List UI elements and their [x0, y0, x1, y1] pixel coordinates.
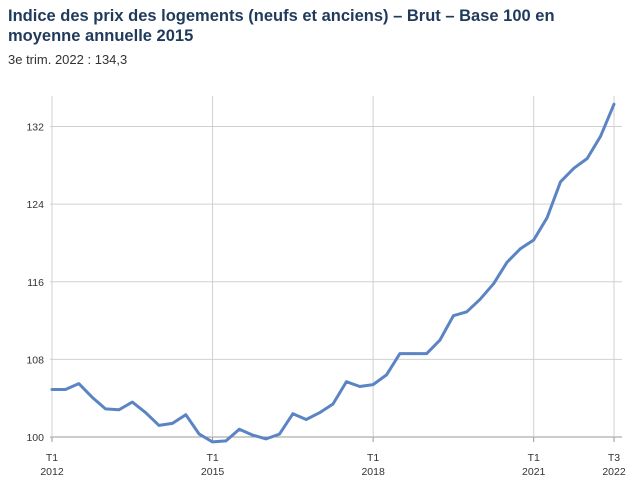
series-line-0 — [50, 102, 616, 444]
data-point — [278, 432, 281, 436]
data-point — [559, 180, 562, 184]
data-point — [197, 432, 201, 436]
data-point — [90, 396, 94, 399]
data-point — [318, 411, 321, 414]
data-point — [305, 418, 308, 421]
data-point — [345, 380, 348, 383]
tick-labels: 100 108 116 124 132 T1 2012 T1 2015 T1 2018 T1 2021 T… — [26, 122, 625, 479]
data-point — [438, 338, 442, 342]
x-tick-year-2018: 2018 — [361, 466, 385, 478]
data-point — [425, 352, 428, 355]
x-tick-quarter-2015: T1 — [206, 452, 218, 464]
x-tick-year-2012: 2012 — [40, 466, 64, 478]
y-tick-label-124: 124 — [26, 199, 44, 211]
data-point — [385, 373, 388, 377]
x-tick-year-2021: 2021 — [522, 466, 546, 478]
x-tick-year-2022: 2022 — [602, 466, 626, 478]
y-tick-label-116: 116 — [27, 277, 44, 289]
chart-title: Indice des prix des logements (neufs et … — [8, 7, 555, 45]
x-tick-quarter-2018: T1 — [367, 452, 379, 464]
data-point — [612, 102, 616, 106]
x-tick-quarter-2022: T3 — [608, 452, 620, 464]
data-point — [251, 433, 254, 437]
data-point — [184, 413, 188, 416]
data-point — [211, 440, 214, 444]
data-point — [398, 352, 402, 355]
data-point — [291, 412, 295, 415]
y-tick-label-132: 132 — [26, 122, 44, 134]
data-point — [238, 428, 241, 431]
data-point — [77, 382, 80, 385]
data-point — [157, 424, 161, 427]
data-point — [492, 282, 495, 285]
data-point — [171, 422, 174, 425]
data-point — [371, 383, 375, 386]
y-tick-label-100: 100 — [26, 432, 44, 444]
data-point — [144, 411, 147, 414]
grid — [50, 96, 622, 442]
data-point — [478, 298, 482, 301]
x-tick-quarter-2012: T1 — [46, 452, 58, 464]
data-point — [104, 407, 107, 411]
data-point — [452, 314, 455, 317]
data-point — [50, 388, 54, 391]
data-point — [572, 167, 576, 170]
x-tick-year-2015: 2015 — [201, 466, 225, 478]
data-point — [64, 388, 67, 391]
data-point — [358, 385, 361, 388]
chart-subtitle: 3e trim. 2022 : 134,3 — [8, 52, 128, 67]
data-point — [545, 216, 549, 219]
data-point — [519, 247, 522, 250]
data-point — [599, 135, 602, 138]
data-point — [117, 408, 121, 412]
data-point — [224, 439, 228, 443]
y-tick-label-108: 108 — [26, 354, 44, 366]
data-point — [264, 437, 268, 441]
data-point — [465, 310, 469, 314]
data-point — [505, 261, 509, 264]
data-point — [412, 352, 415, 355]
data-point — [131, 400, 134, 404]
data-point — [532, 238, 535, 242]
series-layer — [50, 102, 616, 444]
x-tick-quarter-2021: T1 — [528, 452, 540, 464]
data-point — [331, 402, 335, 406]
data-point — [586, 157, 589, 160]
